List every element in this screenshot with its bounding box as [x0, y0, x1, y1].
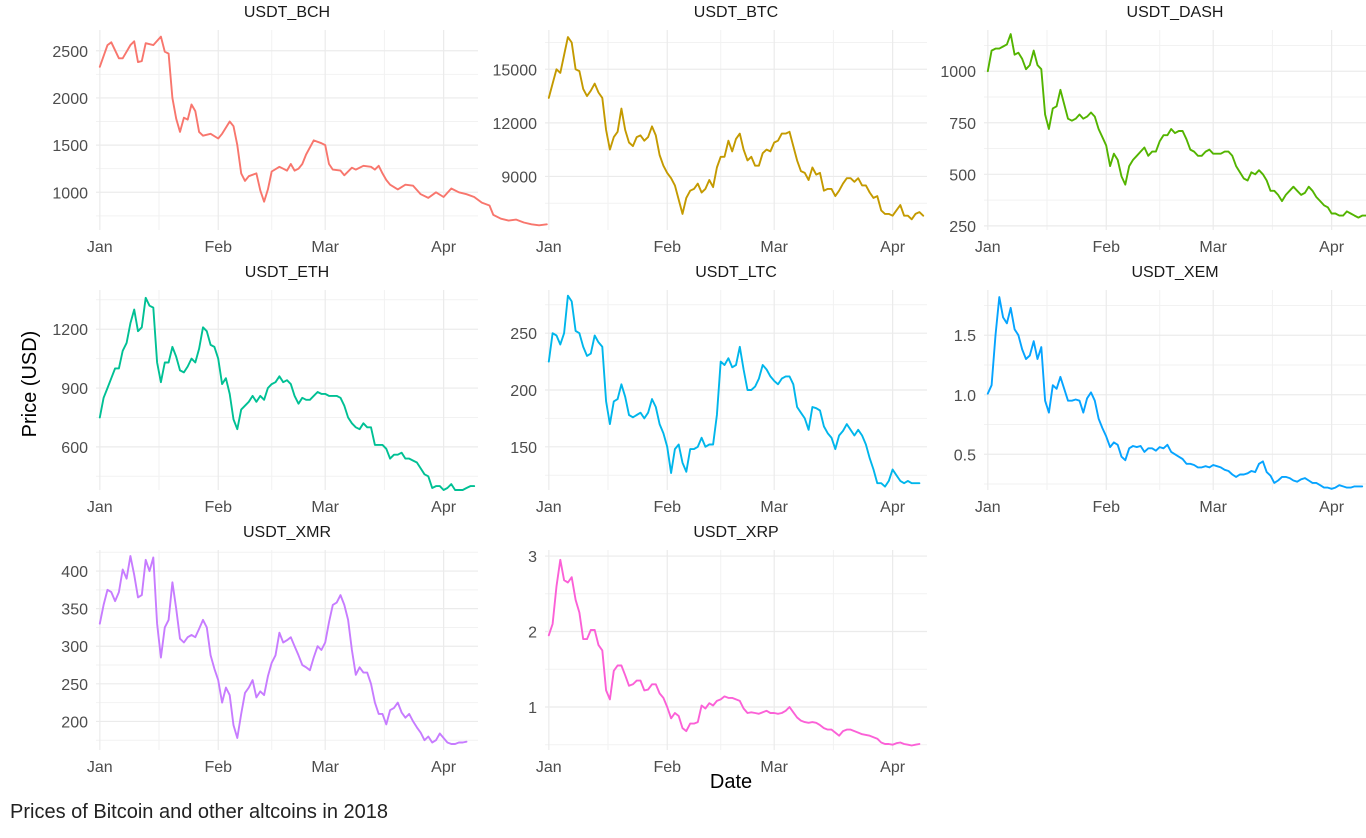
y-tick-label: 300 — [61, 639, 88, 656]
x-tick-label: Jan — [536, 499, 562, 516]
y-tick-label: 250 — [61, 677, 88, 694]
y-tick-label: 900 — [61, 381, 88, 398]
panel-usdt-dash: USDT_DASH 250 500 750 1000 Jan Feb Mar Apr — [940, 4, 1366, 256]
y-tick-label: 1200 — [52, 322, 88, 339]
series-line-usdt-dash — [986, 33, 1366, 219]
x-tick-label: Apr — [880, 499, 906, 516]
series-line-usdt-xrp — [547, 558, 921, 747]
y-tick-label: 12000 — [493, 116, 538, 133]
panel-title: USDT_XMR — [243, 524, 331, 541]
series-line-usdt-eth — [98, 296, 476, 491]
y-tick-label: 150 — [510, 440, 537, 457]
y-tick-label: 15000 — [493, 62, 538, 79]
x-tick-label: Feb — [653, 499, 681, 516]
y-tick-label: 0.5 — [954, 447, 976, 464]
x-tick-label: Jan — [536, 239, 562, 256]
x-tick-label: Jan — [536, 759, 562, 776]
x-tick-label: Jan — [87, 499, 113, 516]
y-tick-label: 1500 — [52, 138, 88, 155]
x-tick-label: Apr — [431, 499, 457, 516]
x-tick-label: Apr — [1319, 239, 1345, 256]
series-line-usdt-btc — [547, 36, 925, 221]
x-tick-label: Mar — [1199, 239, 1227, 256]
y-tick-label: 1.0 — [954, 388, 976, 405]
y-tick-label: 9000 — [501, 169, 537, 186]
y-tick-label: 1.5 — [954, 328, 976, 345]
x-tick-label: Apr — [1319, 499, 1345, 516]
panel-usdt-bch: USDT_BCH 1000 1500 2000 2500 Jan Feb Mar Apr — [52, 4, 548, 256]
x-tick-label: Feb — [204, 499, 232, 516]
panel-usdt-xmr: USDT_XMR 200 250 300 350 400 Jan Feb Mar Apr — [61, 524, 478, 776]
x-tick-label: Mar — [311, 499, 339, 516]
panel-title: USDT_ETH — [245, 264, 329, 281]
y-axis-title: Price (USD) — [19, 331, 41, 438]
panel-title: USDT_XEM — [1131, 264, 1218, 281]
y-tick-label: 1000 — [940, 64, 976, 81]
x-tick-label: Mar — [311, 759, 339, 776]
x-tick-label: Mar — [1199, 499, 1227, 516]
x-tick-label: Apr — [431, 759, 457, 776]
panel-title: USDT_BTC — [694, 4, 778, 21]
y-tick-label: 350 — [61, 602, 88, 619]
panel-usdt-xem: USDT_XEM 0.5 1.0 1.5 Jan Feb Mar Apr — [954, 264, 1366, 516]
x-tick-label: Feb — [204, 239, 232, 256]
x-tick-label: Feb — [1092, 499, 1120, 516]
x-tick-label: Apr — [431, 239, 457, 256]
x-tick-label: Mar — [760, 499, 788, 516]
series-line-usdt-ltc — [547, 294, 921, 488]
x-axis-title: Date — [710, 771, 752, 793]
x-tick-label: Apr — [880, 759, 906, 776]
x-tick-label: Mar — [760, 759, 788, 776]
panel-title: USDT_DASH — [1127, 4, 1224, 21]
series-line-usdt-bch — [98, 35, 548, 227]
x-tick-label: Feb — [653, 239, 681, 256]
x-tick-label: Feb — [653, 759, 681, 776]
panel-usdt-xrp: USDT_XRP 1 2 3 Jan Feb Mar Apr — [528, 524, 927, 776]
y-tick-label: 200 — [510, 383, 537, 400]
x-tick-label: Feb — [1092, 239, 1120, 256]
y-tick-label: 2500 — [52, 44, 88, 61]
panel-usdt-eth: USDT_ETH 600 900 1200 Jan Feb Mar Apr — [52, 264, 478, 516]
x-tick-label: Apr — [880, 239, 906, 256]
y-tick-label: 2 — [528, 625, 537, 642]
y-tick-label: 2000 — [52, 91, 88, 108]
x-tick-label: Mar — [760, 239, 788, 256]
panel-title: USDT_LTC — [695, 264, 777, 281]
x-tick-label: Jan — [87, 239, 113, 256]
panel-usdt-ltc: USDT_LTC 150 200 250 Jan Feb Mar Apr — [510, 264, 927, 516]
y-tick-label: 200 — [61, 714, 88, 731]
y-tick-label: 1000 — [52, 185, 88, 202]
x-tick-label: Mar — [311, 239, 339, 256]
panel-title: USDT_BCH — [244, 4, 330, 21]
series-line-usdt-xmr — [98, 555, 468, 745]
x-tick-label: Jan — [975, 239, 1001, 256]
x-tick-label: Jan — [87, 759, 113, 776]
x-tick-label: Feb — [204, 759, 232, 776]
y-tick-label: 250 — [949, 219, 976, 236]
y-tick-label: 600 — [61, 440, 88, 457]
y-tick-label: 750 — [949, 116, 976, 133]
y-tick-label: 250 — [510, 326, 537, 343]
panel-usdt-btc: USDT_BTC 9000 12000 15000 Jan Feb Mar Apr — [493, 4, 927, 256]
y-tick-label: 500 — [949, 167, 976, 184]
series-line-usdt-xem — [986, 296, 1364, 490]
y-tick-label: 1 — [528, 700, 537, 717]
panel-title: USDT_XRP — [693, 524, 778, 541]
plot-caption: Prices of Bitcoin and other altcoins in … — [10, 801, 388, 823]
x-tick-label: Jan — [975, 499, 1001, 516]
y-tick-label: 3 — [528, 549, 537, 566]
y-tick-label: 400 — [61, 564, 88, 581]
